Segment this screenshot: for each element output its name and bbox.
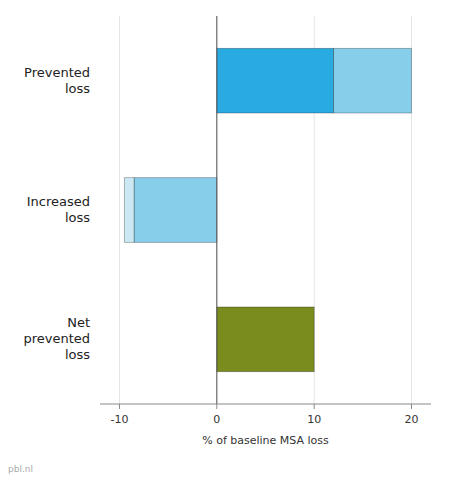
x-tick-label: 20 (405, 413, 419, 426)
category-label: Netpreventedloss (23, 315, 90, 362)
x-axis-line (100, 404, 431, 405)
bar-segment (217, 307, 314, 372)
bar-segment (124, 178, 134, 243)
x-tick-label: -10 (110, 413, 128, 426)
bars (124, 48, 411, 371)
x-axis-label: % of baseline MSA loss (202, 434, 329, 447)
zero-line (216, 16, 217, 404)
grid-line (216, 16, 217, 404)
x-tick-label: 0 (213, 413, 220, 426)
x-tick-label: 10 (307, 413, 321, 426)
category-label: Increasedloss (27, 194, 90, 225)
grid-line (119, 16, 120, 404)
bar-segment (217, 48, 334, 113)
bar-segment (134, 178, 217, 243)
watermark: pbl.nl (8, 464, 33, 474)
chart-container: -10 0 10 20 % of baseline MSA loss Netprevent… (0, 0, 449, 482)
bar-segment (334, 48, 412, 113)
x-tick (314, 404, 315, 409)
x-tick (119, 404, 120, 409)
x-tick (216, 404, 217, 409)
category-label: Preventedloss (24, 64, 90, 95)
x-tick (411, 404, 412, 409)
chart: -10 0 10 20 % of baseline MSA loss Netprevent… (0, 0, 449, 482)
